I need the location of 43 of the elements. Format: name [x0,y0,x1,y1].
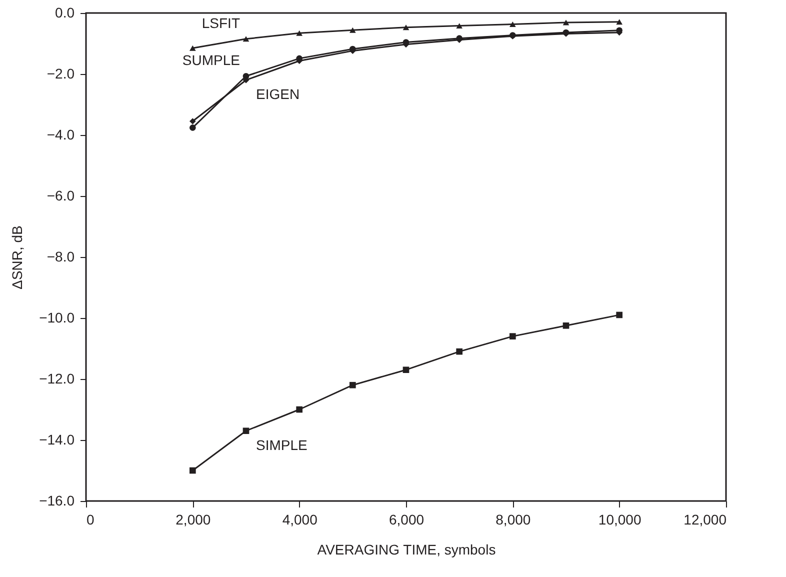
x-tick-label: 10,000 [598,512,642,528]
y-tick-label: −10.0 [39,310,75,326]
y-tick-label: −2.0 [46,66,75,82]
point [296,406,302,413]
point [456,348,462,355]
point [296,30,302,36]
x-tick-label: 4,000 [282,512,318,528]
point [242,428,250,434]
y-tick-label: −6.0 [46,188,75,204]
x-tick-label: 0 [86,512,94,528]
y-tick-label: 0.0 [55,4,75,20]
y-tick-label: −8.0 [46,248,75,264]
x-tick-label: 2,000 [176,512,211,528]
point [242,72,250,80]
y-tick-label: −14.0 [39,432,75,448]
y-tick-label: −16.0 [39,492,75,508]
point [190,467,196,474]
y-tick-label: −12.0 [39,370,75,386]
point [510,333,516,340]
point [190,118,196,124]
point [190,124,196,131]
series-label: SUMPLE [182,52,240,68]
point [350,27,356,33]
x-axis-title: AVERAGING TIME, symbols [317,542,496,558]
point [350,382,356,388]
point [562,20,570,26]
x-tick-label: 6,000 [388,512,424,528]
x-tick-label: 12,000 [684,512,727,528]
point [190,45,196,51]
point [402,24,410,30]
point [616,19,622,25]
point [616,312,622,318]
series-label: SIMPLE [256,436,308,453]
point [402,366,410,374]
point [562,322,570,329]
series-label: LSFIT [202,14,240,31]
y-tick-label: −4.0 [46,126,75,142]
series-label: EIGEN [256,86,300,102]
point [510,22,516,28]
x-tick-label: 8,000 [496,512,531,528]
y-axis-title: ΔSNR, dB [9,226,26,290]
point [456,23,462,29]
point [242,36,250,42]
